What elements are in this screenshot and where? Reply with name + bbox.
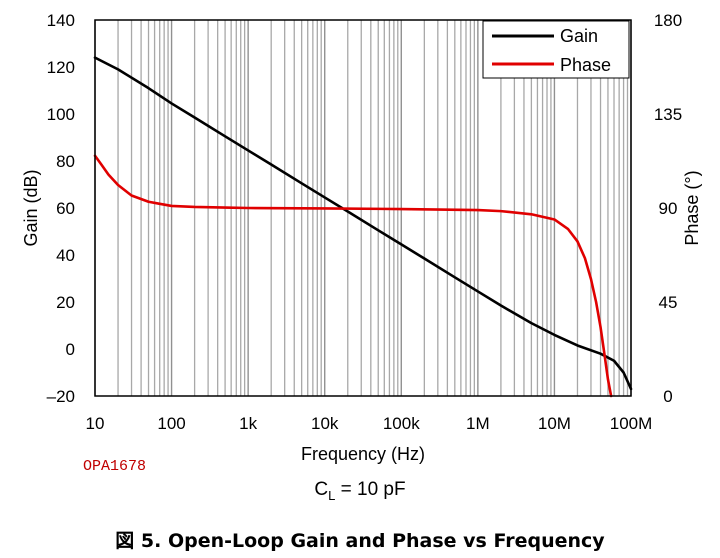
y-tick-label: –20 <box>47 387 75 406</box>
legend-label-gain: Gain <box>560 26 598 46</box>
x-tick-label: 100 <box>157 414 185 433</box>
y2-tick-label: 180 <box>654 11 682 30</box>
x-tick-label: 100M <box>610 414 653 433</box>
y-tick-label: 0 <box>66 340 75 359</box>
y2-tick-label: 45 <box>659 293 678 312</box>
y-tick-labels: –20 0 20 40 60 80 100 120 140 <box>47 11 75 406</box>
series-layer <box>93 56 633 398</box>
condition-subscript: L <box>328 487 336 503</box>
x-tick-label: 1M <box>466 414 490 433</box>
plot-frame <box>94 19 632 397</box>
series-line-phase <box>93 154 613 398</box>
y-axis-label: Gain (dB) <box>21 169 41 246</box>
condition-prefix: C <box>314 479 329 500</box>
x-axis-label: Frequency (Hz) <box>301 444 425 464</box>
y-tick-label: 120 <box>47 58 75 77</box>
y2-tick-label: 135 <box>654 105 682 124</box>
x-tick-label: 10M <box>538 414 571 433</box>
y-tick-label: 40 <box>56 246 75 265</box>
x-tick-label: 10k <box>311 414 339 433</box>
y2-tick-label: 90 <box>659 199 678 218</box>
y2-tick-labels: 0 45 90 135 180 <box>654 11 682 406</box>
x-tick-labels: 10 100 1k 10k 100k 1M 10M 100M <box>86 414 653 433</box>
y-tick-label: 140 <box>47 11 75 30</box>
condition-value: = 10 pF <box>335 479 406 500</box>
x-tick-label: 1k <box>239 414 257 433</box>
legend-box <box>482 20 630 79</box>
x-tick-label: 10 <box>86 414 105 433</box>
device-tag: OPA1678 <box>83 458 147 475</box>
y-tick-label: 100 <box>47 105 75 124</box>
y-tick-label: 20 <box>56 293 75 312</box>
legend: Gain Phase <box>482 20 630 79</box>
gain-phase-chart: 10 100 1k 10k 100k 1M 10M 100M –200204060801001… <box>21 11 702 464</box>
x-tick-label: 100k <box>383 414 420 433</box>
legend-label-phase: Phase <box>560 55 611 75</box>
figure-caption: 図 5. Open-Loop Gain and Phase vs Frequen… <box>115 530 605 552</box>
y2-axis-label: Phase (°) <box>682 170 702 245</box>
series-line-gain <box>93 56 633 391</box>
y2-tick-label: 0 <box>663 387 672 406</box>
y-tick-label: 80 <box>56 152 75 171</box>
load-condition: CL = 10 pF <box>0 479 720 503</box>
y-tick-label: 60 <box>56 199 75 218</box>
